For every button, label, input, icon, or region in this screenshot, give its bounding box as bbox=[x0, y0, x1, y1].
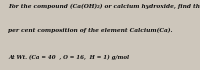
Text: At Wt. (Ca = 40  , O = 16,  H = 1) g/mol: At Wt. (Ca = 40 , O = 16, H = 1) g/mol bbox=[8, 55, 129, 60]
Text: per cent composition of the element Calcium(Ca).: per cent composition of the element Calc… bbox=[8, 28, 172, 33]
Text: For the compound (Ca(OH)₂) or calcium hydroxide, find the: For the compound (Ca(OH)₂) or calcium hy… bbox=[8, 4, 200, 9]
